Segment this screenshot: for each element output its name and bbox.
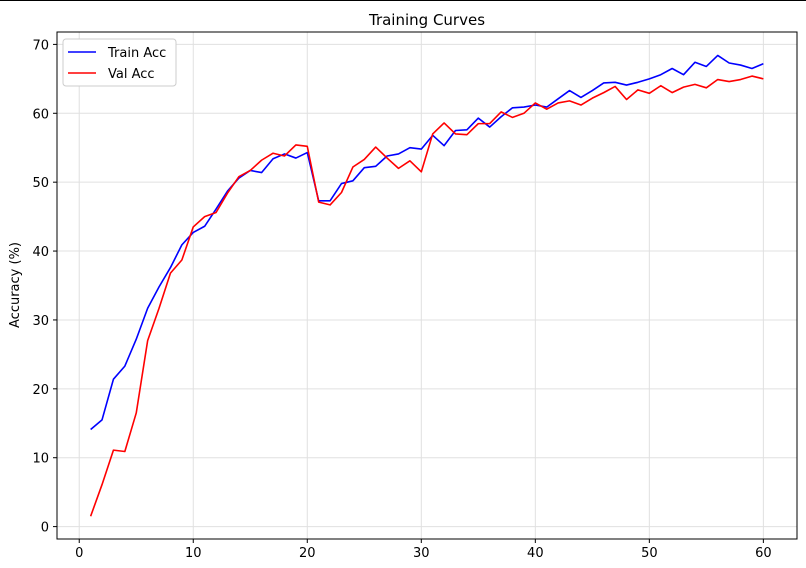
x-tick-label: 60	[755, 546, 772, 561]
series-line-train-acc	[90, 54, 764, 431]
y-axis-label: Accuracy (%)	[8, 242, 23, 328]
chart-title: Training Curves	[368, 11, 485, 29]
legend-box	[62, 38, 177, 87]
y-tick-label: 70	[32, 38, 49, 53]
y-tick-label: 40	[32, 245, 49, 260]
x-tick-label: 10	[185, 546, 202, 561]
legend: Train Acc Val Acc	[62, 38, 177, 87]
series-line-val-acc	[89, 75, 764, 517]
x-tick-label: 40	[527, 546, 544, 561]
x-tick-label: 30	[413, 546, 430, 561]
x-tick-label: 20	[299, 546, 316, 561]
y-tick-label: 30	[32, 314, 49, 329]
legend-label: Train Acc	[107, 46, 166, 61]
y-tick-label: 20	[32, 383, 49, 398]
y-tick-label: 60	[32, 107, 49, 122]
y-tick-label: 10	[32, 452, 49, 467]
x-tick-label: 50	[641, 546, 658, 561]
x-tick-label: 0	[75, 546, 83, 561]
y-tick-label: 50	[32, 176, 49, 191]
y-tick-label: 0	[41, 521, 49, 536]
legend-label: Val Acc	[108, 67, 155, 82]
plot-frame	[56, 31, 798, 540]
window-top-border	[0, 0, 806, 1]
